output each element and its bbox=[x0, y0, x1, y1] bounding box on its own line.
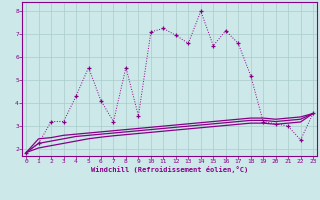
X-axis label: Windchill (Refroidissement éolien,°C): Windchill (Refroidissement éolien,°C) bbox=[91, 166, 248, 173]
